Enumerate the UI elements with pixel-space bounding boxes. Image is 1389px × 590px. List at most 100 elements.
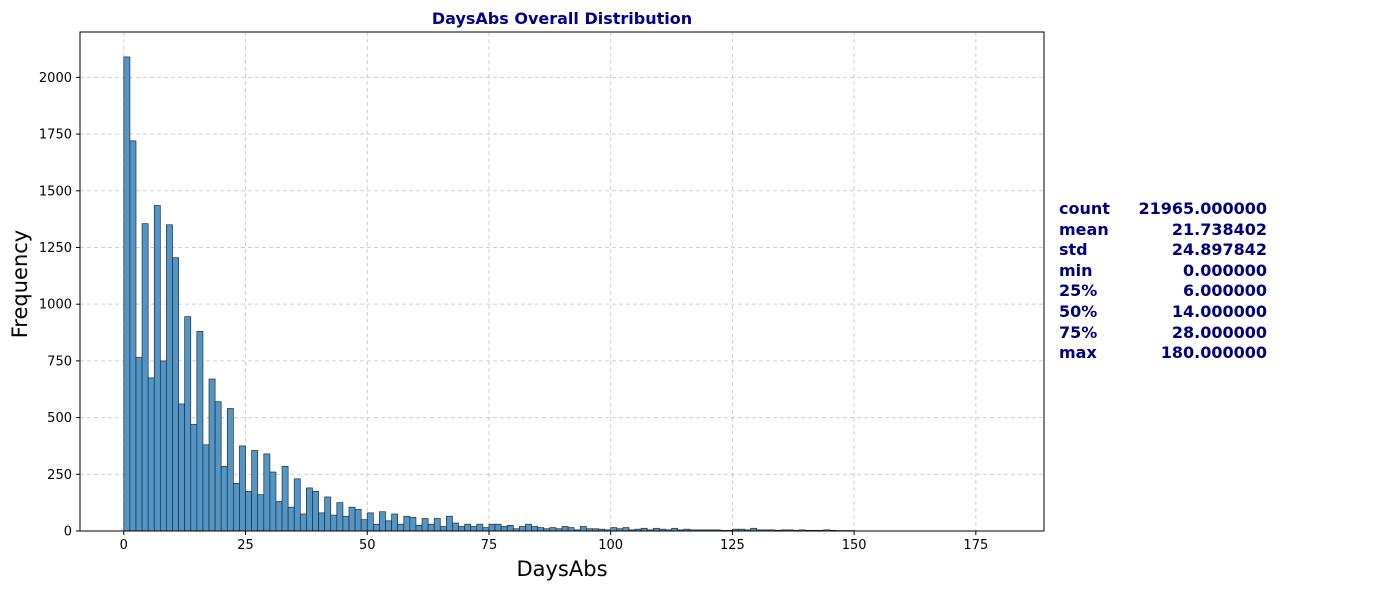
- histogram-bar: [129, 140, 137, 532]
- stat-row: mean 21.738402: [1059, 220, 1267, 241]
- y-axis-ticks: 0 250 500 750 1000 1250 1500 1750 2000: [39, 71, 80, 540]
- histogram-bar: [610, 527, 618, 532]
- histogram-bar: [561, 526, 569, 532]
- histogram-bar: [208, 378, 216, 532]
- histogram-bar: [360, 519, 368, 532]
- histogram-bar: [263, 453, 271, 532]
- histogram-bar: [525, 523, 532, 532]
- stat-name: max: [1059, 343, 1097, 363]
- x-tick-label: 100: [598, 538, 623, 553]
- x-tick-label: 125: [720, 538, 745, 553]
- histogram-bar: [318, 512, 326, 532]
- histogram-bar: [178, 403, 186, 532]
- stat-row: 25% 6.000000: [1059, 281, 1267, 302]
- x-axis-label: DaysAbs: [516, 557, 607, 581]
- histogram-bar: [190, 424, 198, 532]
- stat-name: min: [1059, 260, 1093, 280]
- histogram-bar: [245, 490, 252, 532]
- histogram-bar: [172, 257, 179, 532]
- x-axis-ticks: 0 25 50 75 100 125 150 175: [120, 531, 988, 553]
- y-tick-label: 750: [47, 354, 72, 369]
- stat-value: 6.000000: [1182, 281, 1267, 301]
- chart-title: DaysAbs Overall Distribution: [432, 9, 692, 28]
- y-tick-label: 250: [47, 468, 72, 483]
- histogram-bar: [519, 526, 526, 532]
- stat-name: mean: [1059, 219, 1109, 239]
- stat-value: 28.000000: [1171, 322, 1267, 342]
- histogram-bar: [391, 513, 399, 532]
- y-axis-label: Frequency: [8, 230, 32, 339]
- histogram-bar: [312, 490, 319, 532]
- histogram-bar: [153, 205, 161, 532]
- histogram-bar: [293, 478, 301, 532]
- stat-name: 75%: [1059, 322, 1098, 342]
- histogram-bar: [239, 445, 246, 532]
- stat-row: std 24.897842: [1059, 240, 1267, 261]
- histogram-bar: [202, 444, 210, 532]
- histogram-bar: [257, 494, 265, 532]
- histogram-bar: [354, 509, 362, 532]
- summary-statistics: count 21965.000000 mean 21.738402 std 24.8978…: [1059, 199, 1267, 364]
- histogram-bar: [567, 527, 575, 532]
- stat-name: std: [1059, 240, 1088, 260]
- histogram-bar: [324, 496, 332, 532]
- histogram-bar: [397, 523, 405, 532]
- stat-value: 21.738402: [1171, 219, 1267, 239]
- histogram-bar: [531, 526, 539, 532]
- y-tick-label: 0: [64, 525, 72, 540]
- histogram-bar: [226, 408, 234, 532]
- x-tick-label: 150: [842, 538, 867, 553]
- histogram-bar: [159, 360, 167, 532]
- x-tick-label: 0: [120, 538, 128, 553]
- stat-value: 0.000000: [1182, 260, 1267, 280]
- histogram-bar: [506, 524, 514, 532]
- histogram-bar: [415, 524, 423, 532]
- y-tick-label: 500: [47, 411, 72, 426]
- histogram-bar: [299, 513, 307, 532]
- histogram-bar: [446, 515, 453, 532]
- histogram-bar: [184, 316, 192, 532]
- histogram-bar: [214, 401, 222, 532]
- histogram-bar: [269, 471, 277, 532]
- histogram-bar: [439, 526, 447, 532]
- stat-name: count: [1059, 199, 1110, 218]
- x-tick-label: 75: [481, 538, 498, 553]
- histogram-bar: [147, 377, 155, 532]
- histogram-bar: [403, 515, 411, 532]
- histogram-bar: [579, 526, 587, 532]
- stat-name: 25%: [1059, 281, 1098, 301]
- stat-value: 21965.000000: [1138, 199, 1267, 218]
- stat-name: 50%: [1059, 301, 1098, 321]
- x-tick-label: 50: [359, 538, 376, 553]
- y-tick-label: 1250: [39, 241, 72, 256]
- histogram-bar: [476, 523, 484, 532]
- histogram-bar: [233, 483, 240, 532]
- histogram-bar: [379, 511, 386, 532]
- histogram-bar: [458, 526, 465, 532]
- y-tick-label: 1000: [39, 298, 72, 313]
- histogram-bar: [409, 517, 417, 532]
- x-tick-label: 175: [963, 538, 988, 553]
- stat-row: max 180.000000: [1059, 343, 1267, 364]
- histogram-bar: [433, 518, 441, 532]
- histogram-bar: [306, 487, 313, 532]
- stat-row: 50% 14.000000: [1059, 302, 1267, 323]
- stat-value: 14.000000: [1171, 301, 1267, 321]
- histogram-bar: [281, 466, 289, 532]
- histogram-bar: [220, 466, 228, 532]
- histogram-bar: [452, 522, 459, 532]
- histogram-bar: [330, 514, 338, 532]
- histogram-bar: [482, 527, 490, 532]
- histogram-bar: [372, 523, 380, 532]
- histogram-bar: [470, 526, 478, 532]
- histogram-bar: [427, 523, 435, 532]
- y-tick-label: 2000: [39, 71, 72, 86]
- histogram-bar: [342, 515, 350, 532]
- histogram-bar: [385, 520, 392, 532]
- histogram-bar: [275, 501, 283, 532]
- histogram-bar: [196, 331, 204, 532]
- histogram-bar: [166, 224, 173, 532]
- histogram-bar: [464, 523, 472, 532]
- histogram-bar: [622, 527, 630, 532]
